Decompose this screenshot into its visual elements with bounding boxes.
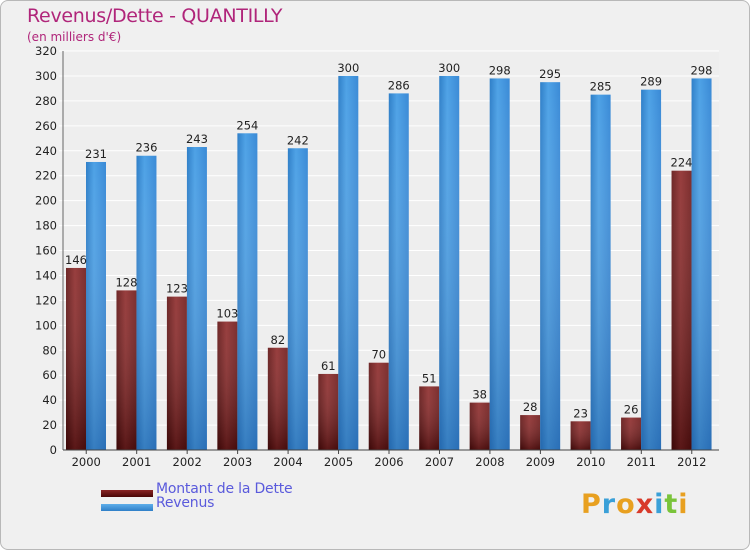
data-label-debt: 103	[216, 307, 238, 321]
bar-debt-shade	[217, 321, 238, 450]
bar-revenue-shade	[237, 133, 258, 450]
data-label-debt: 26	[624, 403, 639, 417]
data-label-revenue: 254	[236, 118, 258, 132]
bar-debt-shade	[520, 415, 541, 450]
logo-letter: t	[664, 489, 679, 520]
data-label-revenue: 298	[691, 63, 713, 77]
data-label-revenue: 298	[489, 63, 511, 77]
x-tick-label: 2001	[122, 455, 151, 469]
y-tick-label: 0	[50, 443, 57, 457]
y-tick-label: 60	[42, 368, 57, 382]
x-tick-label: 2002	[173, 455, 202, 469]
data-label-debt: 28	[523, 400, 538, 414]
x-tick-label: 2007	[425, 455, 454, 469]
bar-debt-shade	[267, 347, 288, 450]
x-tick-label: 2004	[273, 455, 302, 469]
logo-letter: P	[581, 489, 602, 520]
y-tick-label: 320	[35, 44, 57, 58]
data-label-revenue: 285	[590, 80, 612, 94]
data-label-debt: 70	[371, 348, 386, 362]
data-label-debt: 61	[321, 359, 336, 373]
bar-debt-shade	[570, 421, 591, 450]
y-tick-label: 220	[35, 169, 57, 183]
data-label-debt: 146	[65, 253, 87, 267]
bar-debt-shade	[66, 267, 86, 450]
bar-revenue-shade	[691, 78, 712, 451]
bar-revenue-shade	[388, 93, 409, 451]
legend-swatch-revenue	[101, 504, 153, 511]
x-tick-label: 2000	[72, 455, 101, 469]
data-label-revenue: 243	[186, 132, 208, 146]
y-tick-label: 20	[42, 418, 57, 432]
y-tick-label: 80	[42, 343, 57, 357]
x-tick-label: 2012	[677, 455, 706, 469]
data-label-revenue: 295	[539, 67, 561, 81]
logo-letter: x	[635, 489, 655, 520]
bar-revenue-shade	[641, 89, 662, 450]
bar-revenue-shade	[186, 147, 207, 450]
bar-debt-shade	[469, 402, 490, 450]
data-label-debt: 123	[166, 282, 188, 296]
bar-debt-shade	[368, 362, 389, 450]
data-label-revenue: 289	[640, 75, 662, 89]
x-tick-label: 2005	[324, 455, 353, 469]
data-label-revenue: 231	[85, 147, 107, 161]
y-tick-label: 140	[35, 268, 57, 282]
bar-debt-shade	[671, 170, 692, 450]
logo-letter: i	[678, 489, 689, 520]
data-label-revenue: 300	[337, 61, 359, 75]
bar-debt-shade	[318, 373, 339, 450]
bar-revenue-shade	[439, 75, 460, 450]
data-label-debt: 82	[271, 333, 286, 347]
legend-label-debt: Montant de la Dette	[156, 481, 293, 497]
bar-revenue-shade	[338, 75, 359, 450]
bar-revenue-shade	[136, 155, 157, 451]
chart-subtitle: (en milliers d'€)	[27, 30, 122, 44]
bar-debt-shade	[419, 386, 440, 450]
y-tick-label: 200	[35, 194, 57, 208]
data-label-revenue: 236	[135, 141, 157, 155]
bar-debt-shade	[116, 290, 137, 450]
data-label-debt: 51	[422, 371, 437, 385]
y-tick-label: 160	[35, 244, 57, 258]
bar-debt-shade	[621, 417, 642, 450]
x-tick-label: 2008	[475, 455, 504, 469]
data-label-debt: 23	[573, 406, 588, 420]
bar-revenue-shade	[489, 78, 510, 451]
x-tick-label: 2011	[627, 455, 656, 469]
x-tick-label: 2009	[526, 455, 555, 469]
data-label-debt: 128	[115, 275, 137, 289]
y-tick-label: 120	[35, 293, 57, 307]
logo-letter: o	[616, 489, 636, 520]
data-label-revenue: 286	[388, 78, 410, 92]
y-tick-label: 240	[35, 144, 57, 158]
legend-label-revenue: Revenus	[156, 495, 215, 511]
y-tick-label: 260	[35, 119, 57, 133]
data-label-debt: 38	[472, 388, 487, 402]
chart-title: Revenus/Dette - QUANTILLY	[27, 5, 283, 27]
bar-revenue-shade	[86, 161, 106, 451]
data-label-revenue: 242	[287, 133, 309, 147]
y-tick-label: 300	[35, 69, 57, 83]
x-tick-label: 2006	[374, 455, 403, 469]
proxiti-logo: Proxiti	[581, 489, 689, 520]
legend-swatch-debt	[101, 490, 153, 497]
y-tick-label: 100	[35, 318, 57, 332]
x-tick-label: 2003	[223, 455, 252, 469]
data-label-debt: 224	[671, 156, 693, 170]
data-label-revenue: 300	[438, 61, 460, 75]
bar-revenue-shade	[287, 148, 308, 450]
y-tick-label: 180	[35, 219, 57, 233]
y-tick-label: 40	[42, 393, 57, 407]
logo-letter: r	[601, 489, 617, 520]
x-tick-label: 2010	[576, 455, 605, 469]
bar-revenue-shade	[540, 82, 561, 450]
logo-letter: i	[654, 489, 665, 520]
bar-revenue-shade	[590, 94, 611, 450]
y-tick-label: 280	[35, 94, 57, 108]
bar-debt-shade	[166, 296, 187, 450]
